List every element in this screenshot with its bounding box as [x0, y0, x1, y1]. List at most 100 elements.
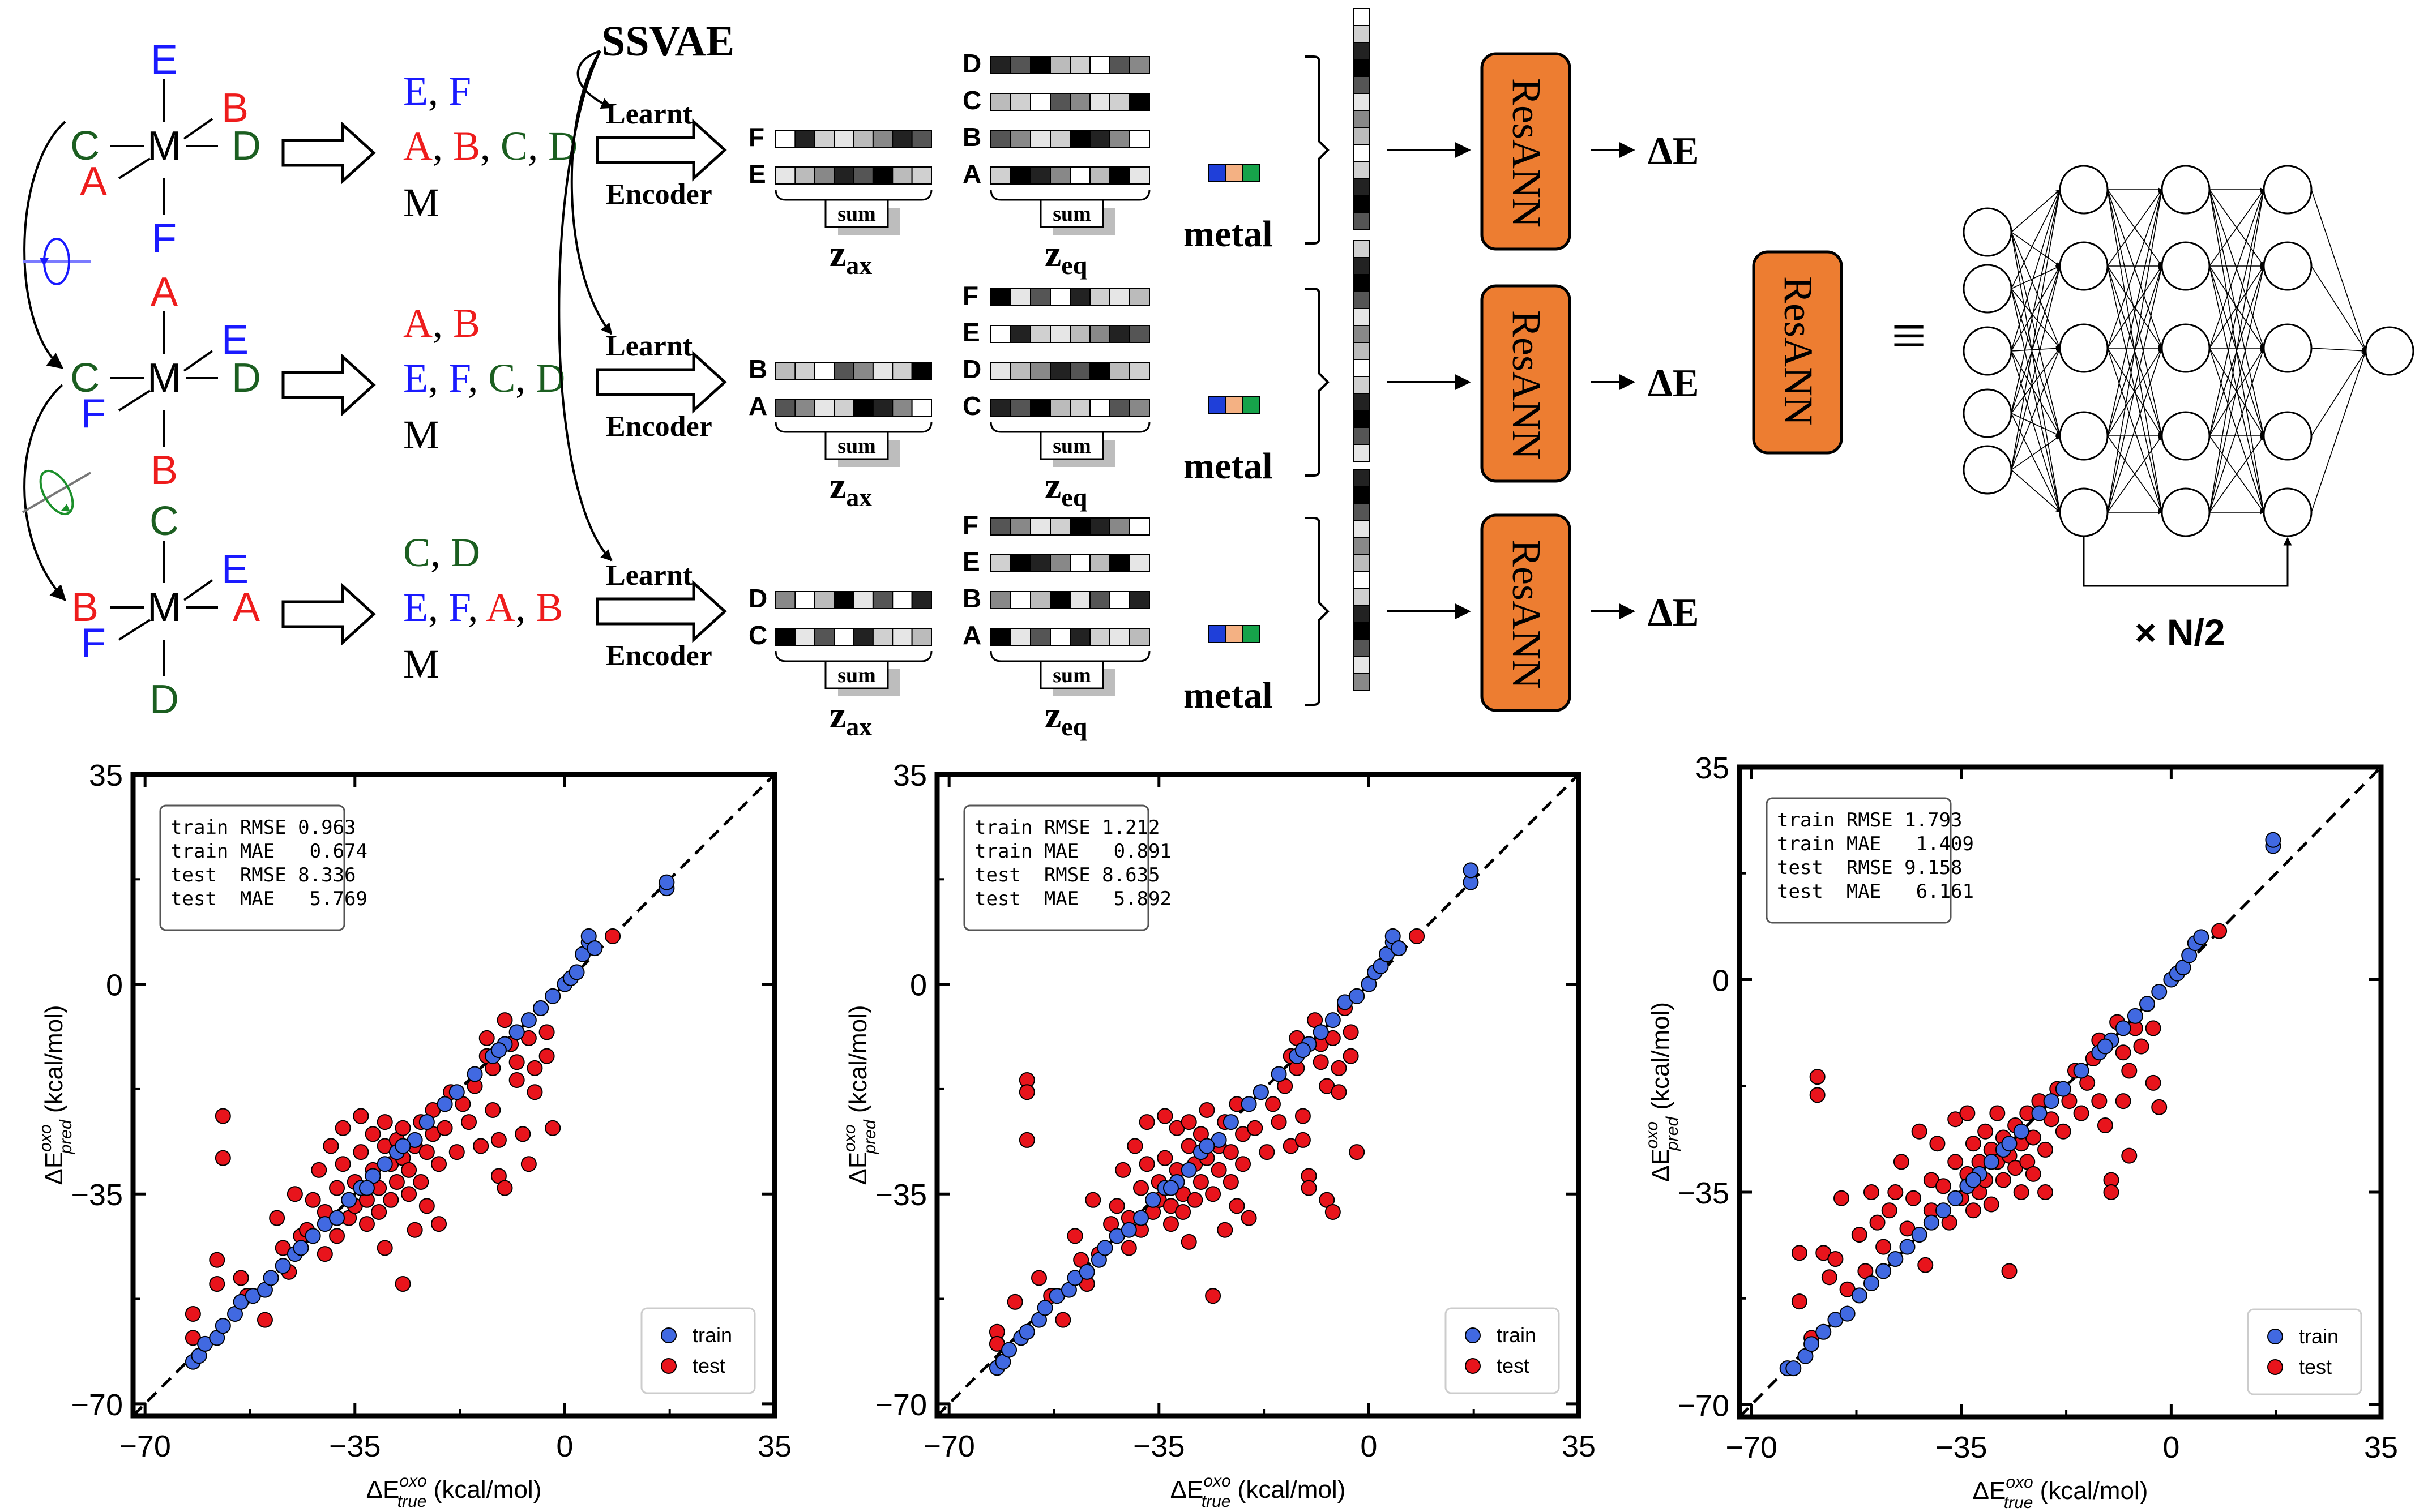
vector-cell: [1353, 59, 1370, 77]
feature-cell: [1050, 399, 1071, 417]
resann-block: ResANN: [1480, 513, 1571, 712]
equatorial-row-label: B: [963, 122, 981, 152]
plot-frame: [934, 772, 1581, 1419]
ligand-lower-left: F: [81, 620, 106, 666]
feature-cell: [1030, 591, 1051, 609]
feature-cell: [1050, 325, 1071, 343]
metal-code-cell: [1225, 396, 1243, 414]
feature-cell: [1030, 554, 1051, 572]
feature-cell: [990, 56, 1011, 74]
z-eq-label: zeq: [1045, 465, 1088, 512]
encoder-label: Encoder: [606, 640, 712, 672]
equatorial-ligand-list: E, F, A, B: [403, 585, 563, 630]
train-point: [1785, 1360, 1802, 1377]
legend-test-label: test: [1497, 1354, 1529, 1377]
test-point: [1791, 1245, 1807, 1261]
feature-cell: [1010, 288, 1031, 306]
test-point: [1959, 1105, 1976, 1121]
feature-cell: [1030, 130, 1051, 148]
train-point: [1294, 1042, 1311, 1059]
test-point: [1947, 1154, 1964, 1170]
test-point: [1313, 1054, 1329, 1070]
feature-cell: [872, 399, 894, 417]
vector-cell: [1353, 212, 1370, 230]
nn-neuron: [2263, 241, 2313, 291]
metrics-box: [159, 804, 345, 931]
feature-cell: [1050, 56, 1071, 74]
series-test: [989, 928, 1425, 1352]
test-point: [1965, 1202, 1981, 1219]
feature-cell: [794, 591, 815, 609]
test-point: [1827, 1251, 1844, 1267]
feature-cell: [794, 166, 815, 185]
nn-neuron: [2161, 323, 2211, 373]
feature-cell: [814, 362, 835, 380]
test-point: [215, 1108, 231, 1124]
train-point: [2001, 1136, 2018, 1152]
z-ax-label: zax: [830, 465, 872, 512]
test-point: [1199, 1102, 1215, 1118]
test-point: [1821, 1269, 1837, 1286]
y-tick-label: −35: [71, 1178, 123, 1212]
train-point: [1223, 1114, 1239, 1130]
feature-cell: [834, 628, 854, 646]
residual-skip-connection: [2083, 536, 2292, 587]
vector-cell: [1353, 25, 1370, 43]
train-point: [1019, 1323, 1035, 1340]
train-point: [1145, 1192, 1161, 1208]
train-point: [1271, 1066, 1287, 1082]
sum-label: sum: [837, 202, 876, 226]
vector-cell: [1353, 110, 1370, 128]
test-point: [1977, 1123, 1994, 1140]
feature-cell: [794, 362, 815, 380]
encoder-label: Encoder: [606, 178, 712, 211]
rotation-arrows: [23, 121, 66, 602]
feature-cell: [1050, 93, 1071, 111]
train-point: [2097, 1038, 2113, 1055]
test-point: [1833, 1190, 1850, 1206]
vector-cell: [1353, 342, 1370, 360]
feature-cell: [990, 130, 1011, 148]
y-axis-label: ΔEoxo pred (kcal/mol): [1643, 1002, 1682, 1182]
feature-cell: [1030, 362, 1051, 380]
test-point: [358, 1216, 375, 1232]
metric-line: test MAE 6.161: [1777, 880, 1974, 903]
feature-cell: [990, 325, 1011, 343]
feature-cell: [834, 591, 854, 609]
legend-train-label: train: [1497, 1323, 1536, 1347]
feature-cell: [1129, 56, 1150, 74]
test-point: [383, 1192, 399, 1208]
test-point: [2001, 1263, 2018, 1279]
nn-neuron: [2161, 241, 2211, 291]
vector-cell: [1353, 178, 1370, 196]
train-point: [1253, 1084, 1269, 1100]
sum-box: [824, 660, 889, 689]
sum-label: sum: [1053, 663, 1091, 687]
sum-label: sum: [1053, 434, 1091, 458]
feature-cell: [853, 399, 874, 417]
test-point: [1965, 1136, 1981, 1152]
feature-cell: [1010, 56, 1031, 74]
nn-neuron: [2059, 241, 2109, 291]
feature-cell: [990, 288, 1011, 306]
feature-cell: [1050, 591, 1071, 609]
axial-row-label: C: [749, 620, 767, 650]
metric-line: test MAE 5.892: [974, 888, 1172, 910]
train-point: [520, 1012, 537, 1029]
feature-cell: [1070, 325, 1091, 343]
test-point: [1175, 1203, 1191, 1220]
test-point: [287, 1186, 303, 1202]
axial-row-label: B: [749, 354, 767, 384]
train-point: [2043, 1093, 2059, 1110]
vector-cell: [1353, 240, 1370, 258]
metric-line: train MAE 0.674: [170, 840, 367, 863]
hollow-arrow-to-groups: [281, 353, 376, 417]
test-point: [2211, 923, 2228, 939]
feature-cell: [1129, 399, 1150, 417]
test-point: [1349, 1144, 1365, 1160]
neural-network-schematic: [1963, 165, 2414, 587]
test-point: [2091, 1093, 2108, 1110]
y-tick-label: 0: [910, 969, 927, 1003]
